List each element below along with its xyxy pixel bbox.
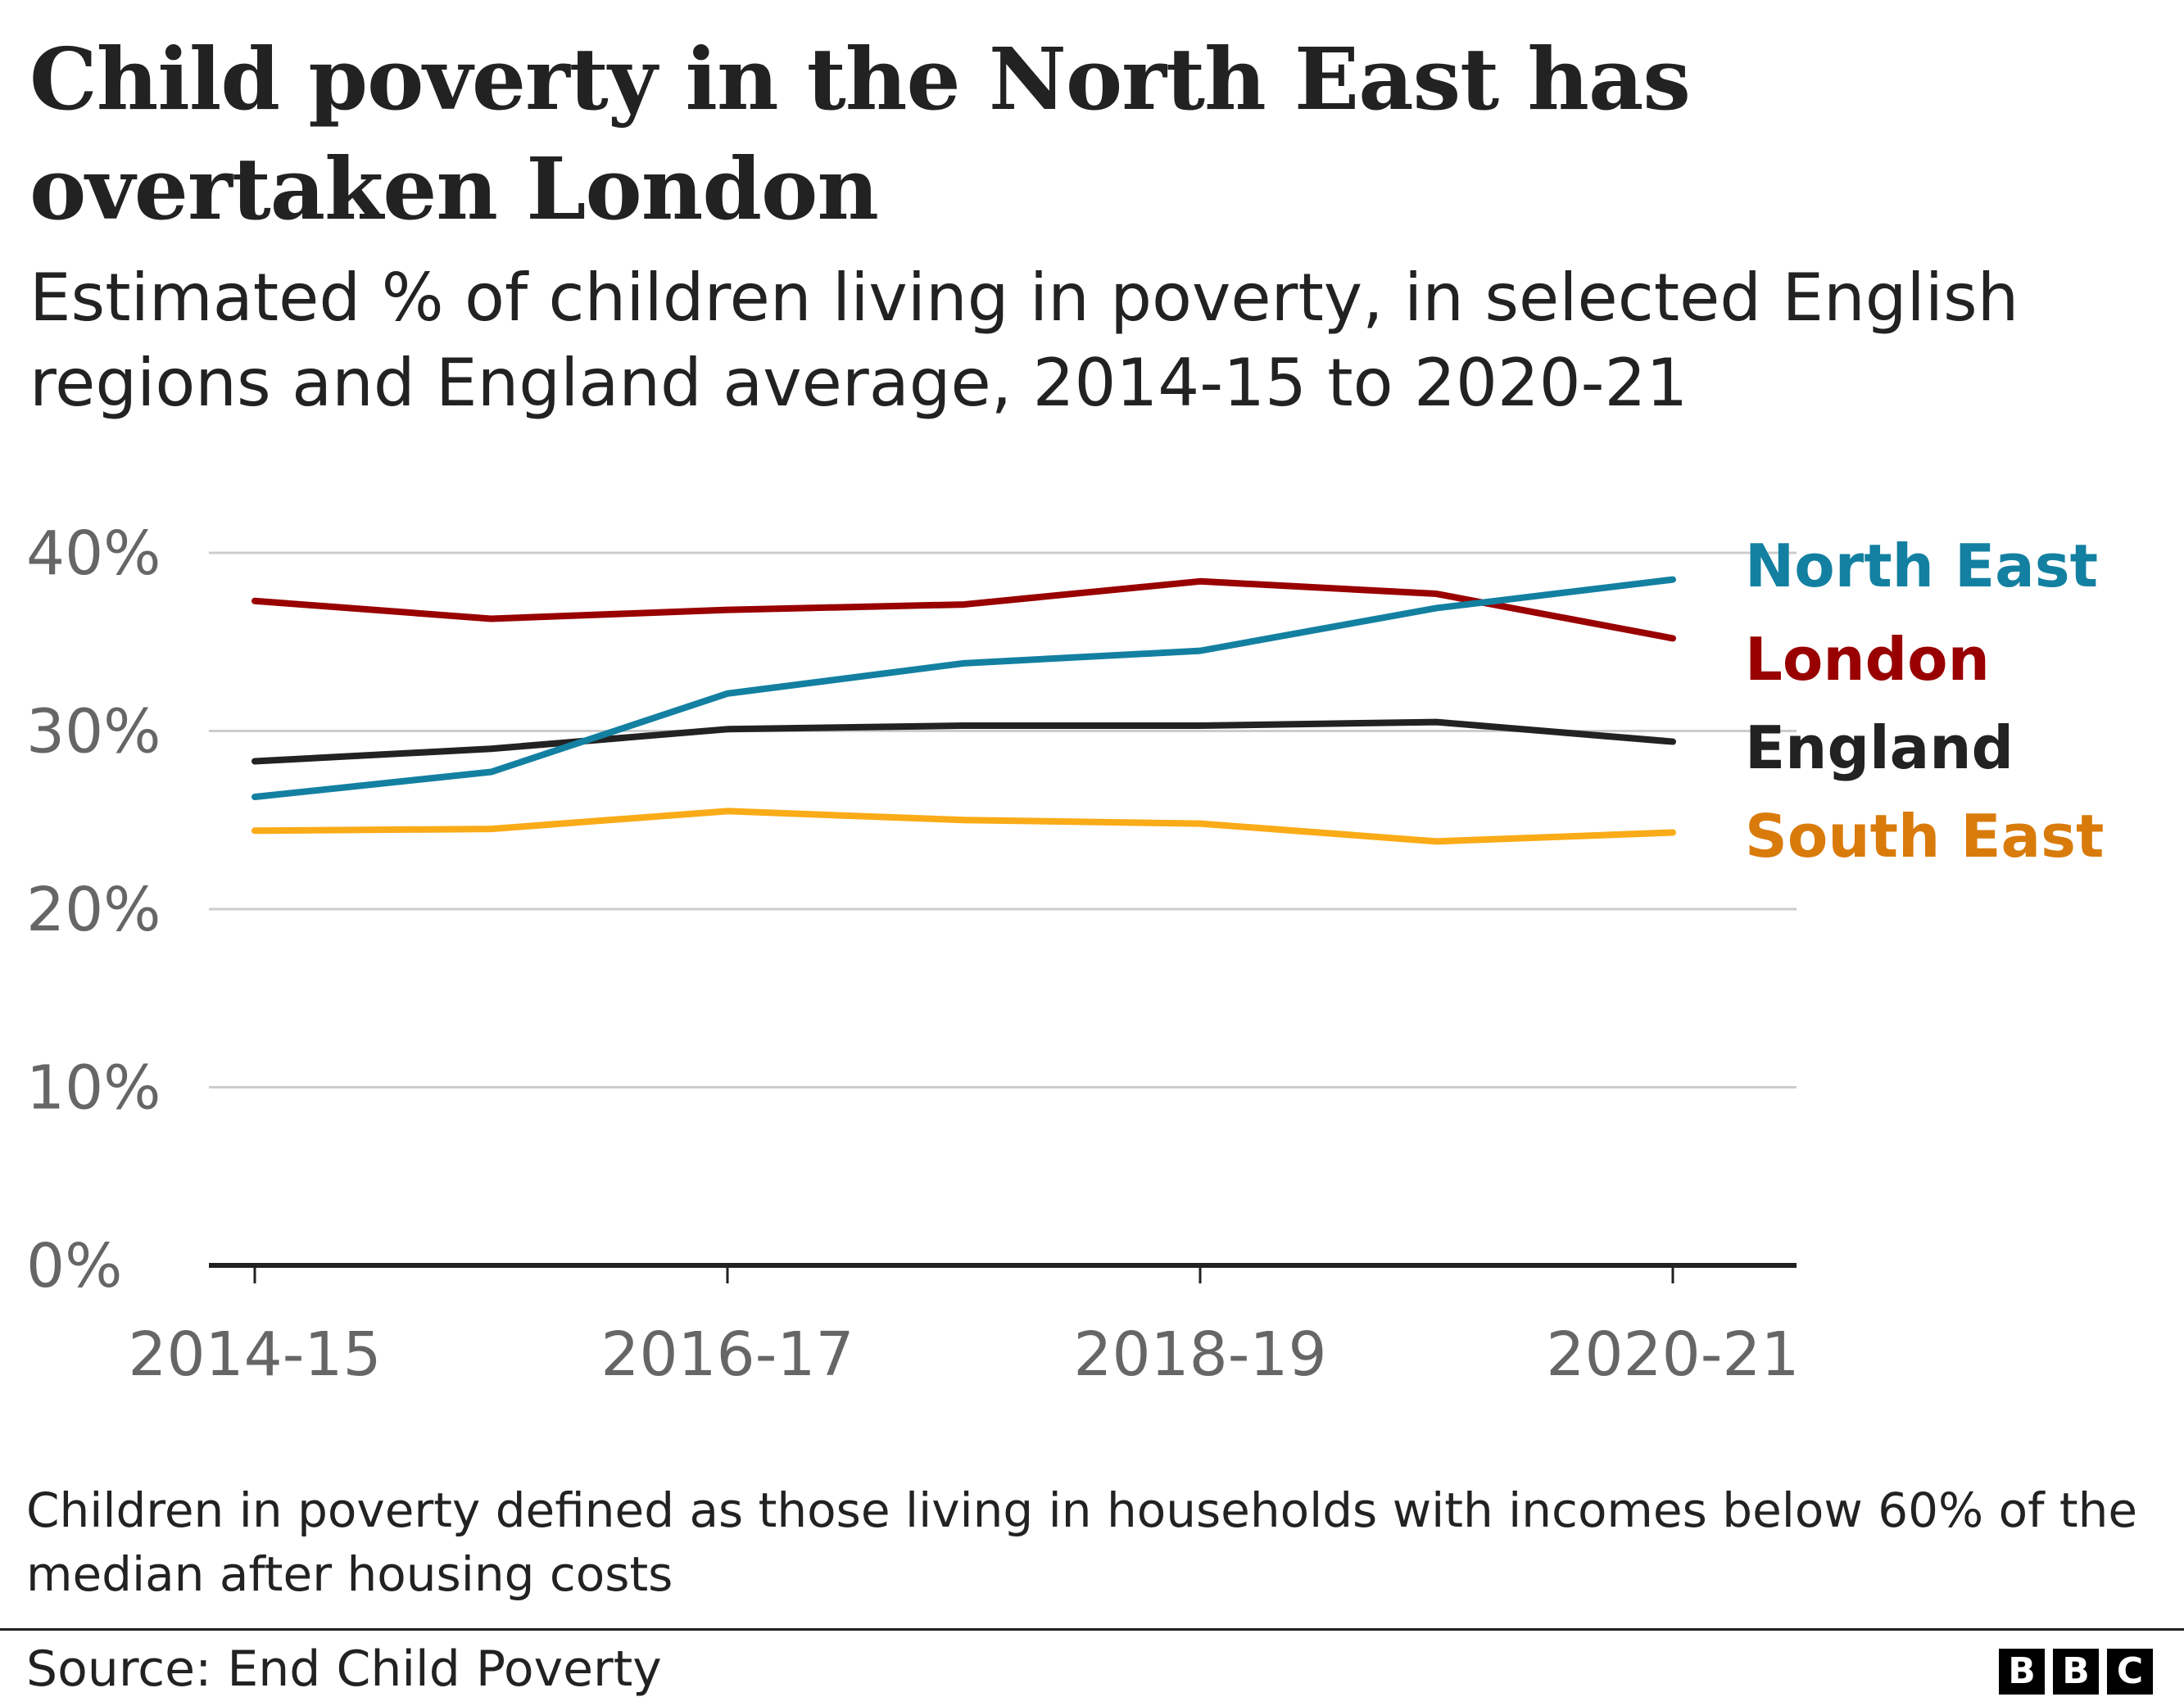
x-tick-label: 2014-15 (128, 1319, 381, 1390)
y-tick-label: 30% (26, 697, 161, 767)
legend-label-north-east: North East (1745, 532, 2098, 600)
footer-divider (0, 1628, 2184, 1631)
series-line-london (251, 577, 1676, 642)
source-text: Source: End Child Poverty (26, 1640, 662, 1698)
y-tick-label: 40% (26, 518, 161, 589)
x-tick-label: 2018-19 (1073, 1319, 1326, 1390)
y-tick-label: 0% (26, 1231, 122, 1301)
y-tick-label: 20% (26, 875, 161, 945)
chart-subtitle: Estimated % of children living in povert… (29, 260, 2019, 421)
series-line-england (251, 718, 1676, 765)
chart-title: Child poverty in the North East has over… (29, 29, 1691, 239)
series-line-north-east (251, 576, 1676, 800)
bbc-logo: B B C (1999, 1649, 2153, 1695)
y-tick-label: 10% (26, 1053, 161, 1124)
legend-label-south-east: South East (1745, 802, 2104, 871)
x-tick-label: 2016-17 (600, 1319, 854, 1390)
x-tick-label: 2020-21 (1546, 1319, 1799, 1390)
footnote: Children in poverty defined as those liv… (26, 1482, 2138, 1602)
series-line-south-east (251, 808, 1676, 845)
bbc-logo-letter: B (2053, 1649, 2099, 1695)
legend-label-london: London (1745, 625, 1990, 694)
legend-label-england: England (1745, 713, 2014, 782)
bbc-logo-letter: C (2107, 1649, 2153, 1695)
bbc-logo-letter: B (1999, 1649, 2045, 1695)
